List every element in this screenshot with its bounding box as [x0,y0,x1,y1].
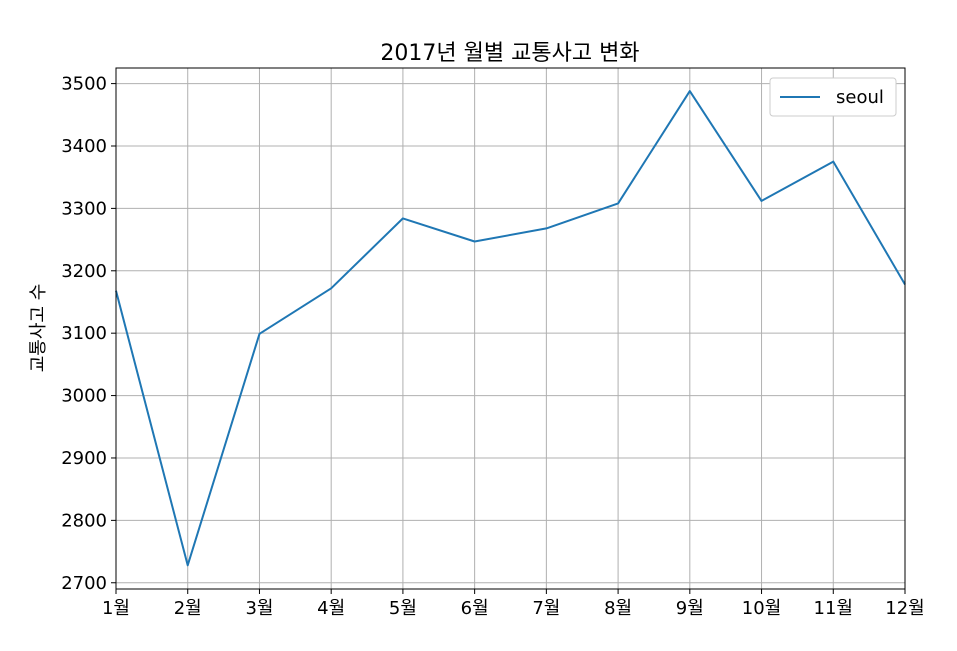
x-tick-label: 4월 [317,598,345,619]
y-tick-label: 3400 [61,136,107,157]
x-tick-label: 2월 [174,598,202,619]
legend: seoul [769,77,897,117]
x-tick-label: 3월 [245,598,273,619]
chart-title: 2017년 월별 교통사고 변화 [380,41,639,66]
series-line-seoul [115,90,906,567]
y-tick-label: 3100 [61,323,107,344]
y-tick-label: 3200 [61,261,107,282]
x-tick-label: 1월 [102,598,130,619]
x-tick-label: 6월 [461,598,489,619]
x-tick-label: 7월 [532,598,560,619]
x-tick-label: 11월 [814,598,853,619]
y-tick-label: 2700 [61,573,107,594]
legend-label-seoul: seoul [836,87,884,108]
y-tick-label: 2800 [61,510,107,531]
x-tick-label: 5월 [389,598,417,619]
y-tick-label: 3500 [61,74,107,95]
x-tick-label: 10월 [742,598,781,619]
y-tick-label: 3300 [61,198,107,219]
y-axis-title: 교통사고 수 [28,284,49,373]
plot-frame [115,67,906,590]
y-tick-label: 3000 [61,386,107,407]
y-tick-label: 2900 [61,448,107,469]
legend-box [769,77,897,117]
x-tick-label: 12월 [885,598,924,619]
grid [115,68,906,589]
series-layer [115,90,906,567]
x-tick-label: 8월 [604,598,632,619]
axis-ticks: 1월 2월 3월 4월 5월 6월 7월 8월 9월 10월 11월 12월 2700 2800 2900 3… [61,74,925,619]
x-tick-label: 9월 [676,598,704,619]
